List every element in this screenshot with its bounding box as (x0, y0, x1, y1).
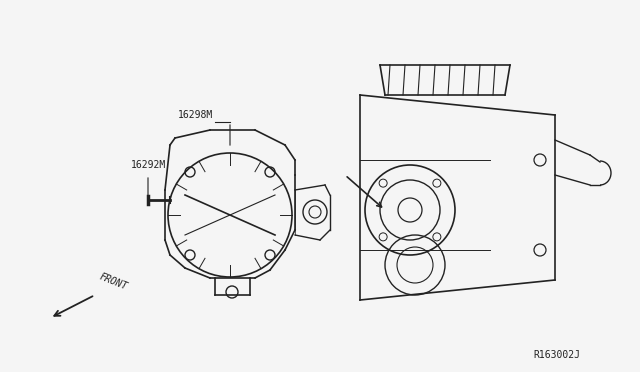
Text: R163002J: R163002J (533, 350, 580, 360)
Text: 16292M: 16292M (131, 160, 166, 170)
Text: FRONT: FRONT (98, 272, 129, 292)
Text: 16298M: 16298M (177, 110, 212, 120)
